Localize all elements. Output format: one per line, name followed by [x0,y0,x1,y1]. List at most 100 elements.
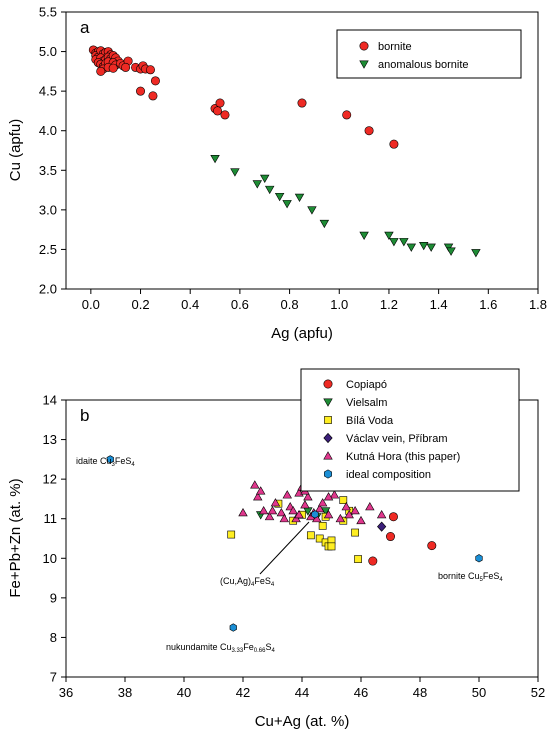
data-point [258,505,269,515]
legend-marker-bornite [359,41,369,51]
data-marks [88,45,481,258]
x-axis: 0.0 0.2 0.4 0.6 0.8 1.0 1.2 1.4 1.6 1.8 [82,289,547,312]
data-point [227,530,236,539]
y-tick-label: 2.5 [39,242,57,257]
y-tick-label: 2.0 [39,282,57,297]
data-point [213,106,223,116]
legend-marker-copiapo [323,379,333,389]
data-point [471,249,481,258]
legend-box [300,368,520,492]
legend-label-vaclav-vein: Václav vein, Příbram [346,433,447,445]
data-point [339,496,348,504]
annotation-cu-ag-fes: (Cu,Ag)4FeS4 [220,576,275,588]
data-point [427,541,437,551]
legend-box [336,29,522,79]
legend-label-anomalous-bornite: anomalous bornite [378,59,469,71]
x-tick-label: 0.4 [181,297,199,312]
y-tick-label: 14 [43,393,57,408]
y-axis-label: Fe+Pb+Zn (at. %) [7,478,24,597]
x-tick-label: 44 [295,685,309,700]
data-point [294,193,305,202]
x-axis-label: Ag (apfu) [271,325,333,342]
data-point [121,62,131,72]
data-point [260,174,270,184]
x-tick-label: 0.6 [231,297,249,312]
x-tick-label: 1.0 [330,297,348,312]
data-point [426,243,436,252]
y-tick-label: 11 [44,511,58,526]
data-point [311,510,319,519]
y-tick-label: 4.0 [39,123,57,138]
data-point [230,168,240,177]
data-point [342,110,352,120]
data-point [307,206,317,215]
data-point [294,509,304,519]
data-point [145,65,155,75]
data-point [274,192,285,202]
data-point [106,455,114,464]
x-tick-label: 0.8 [281,297,299,312]
legend-symbol [359,41,369,51]
data-point [359,231,369,240]
data-point [323,492,334,501]
data-point [341,502,351,511]
data-point [297,98,307,108]
annotation-bornite: bornite Cu5FeS4 [438,571,503,583]
data-point [148,91,158,101]
legend-label-bila-voda: Bílá Voda [346,415,394,427]
data-point [385,532,395,542]
data-point [406,243,417,252]
x-axis: 36 38 40 42 44 46 48 50 52 [59,677,545,700]
data-point [327,542,336,551]
x-tick-label: 1.2 [380,297,398,312]
data-point [318,521,327,530]
data-point [323,509,334,519]
data-point [335,513,346,523]
data-point [253,492,263,501]
legend: Copiapó Vielsalm Bílá Voda Václav vein, … [300,368,520,492]
legend-marker-vielsalm [323,398,333,407]
y-tick-label: 5.0 [39,44,57,59]
legend-label-copiapo: Copiapó [346,379,387,391]
y-tick-label: 9 [50,590,57,605]
data-point [329,490,340,499]
data-point [276,507,287,517]
data-point [215,98,225,108]
y-tick-label: 5.5 [39,5,57,20]
data-point [384,231,394,240]
data-point [282,200,292,209]
data-point [150,76,160,86]
x-tick-label: 36 [59,685,73,700]
data-point [319,219,330,229]
annotation-nukundamite: nukundamite Cu3.33Fe0.66S4 [166,642,275,654]
legend-marker-vaclav-vein [323,432,333,444]
y-tick-label: 7 [50,670,57,685]
data-point [389,139,399,149]
data-point [314,504,325,513]
legend-label-vielsalm: Vielsalm [346,397,387,409]
plot-frame [65,11,539,290]
legend-label-ideal-composition: ideal composition [346,469,431,481]
data-point [108,63,118,73]
data-point [388,512,398,522]
data-point [419,242,429,251]
data-point [136,86,146,96]
data-point [255,486,266,495]
legend: bornite anomalous bornite [336,29,522,79]
data-point [229,623,237,632]
legend-marker-ideal-composition [324,469,332,479]
data-point [368,556,378,566]
x-tick-label: 46 [354,685,368,700]
data-point [306,531,315,540]
data-point [267,505,278,515]
panel-label: a [80,18,90,37]
data-point [344,509,354,519]
legend-symbol [323,451,333,460]
legend-symbol [323,432,333,444]
x-tick-label: 1.4 [430,297,448,312]
x-tick-label: 40 [177,685,191,700]
data-marks [106,455,483,632]
data-point [279,513,290,523]
data-point [399,238,409,247]
